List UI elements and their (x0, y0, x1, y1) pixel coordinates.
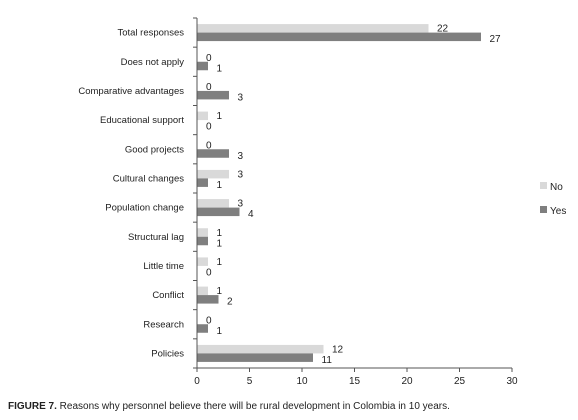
data-label-yes: 1 (217, 326, 223, 337)
data-label-no: 3 (238, 169, 244, 180)
data-label-no: 1 (217, 286, 223, 297)
x-tick-label: 30 (506, 376, 518, 387)
x-tick-label: 5 (247, 376, 253, 387)
legend-swatch-no (540, 182, 547, 189)
data-label-no: 0 (206, 315, 212, 326)
bar-yes (197, 295, 219, 304)
y-category-label: Research (143, 319, 184, 330)
legend-swatch-yes (540, 206, 547, 213)
data-label-no: 0 (206, 53, 212, 64)
x-tick-label: 20 (401, 376, 413, 387)
y-category-label: Conflict (152, 290, 184, 301)
data-label-yes: 3 (238, 92, 244, 103)
data-label-yes: 3 (238, 151, 244, 162)
y-category-label: Structural lag (128, 232, 184, 243)
bar-no (197, 344, 324, 354)
y-category-label: Population change (105, 203, 184, 214)
data-label-no: 22 (437, 24, 449, 35)
y-category-label: Does not apply (121, 57, 185, 68)
figure-caption-text: Reasons why personnel believe there will… (56, 401, 450, 412)
y-category-label: Total responses (117, 28, 184, 39)
data-label-no: 1 (217, 228, 223, 239)
bar-yes (197, 353, 313, 362)
x-tick-label: 25 (454, 376, 466, 387)
x-tick-label: 10 (296, 376, 308, 387)
bar-yes (197, 90, 229, 100)
figure-caption: FIGURE 7. Reasons why personnel believe … (8, 401, 450, 412)
y-category-label: Policies (151, 348, 184, 359)
data-label-yes: 0 (206, 267, 212, 278)
bar-no (197, 286, 208, 296)
figure-caption-label: FIGURE 7. (8, 401, 57, 412)
data-label-yes: 0 (206, 122, 212, 133)
data-label-no: 3 (238, 199, 244, 210)
x-tick-label: 15 (349, 376, 361, 387)
data-label-no: 0 (206, 82, 212, 93)
bar-yes (197, 61, 208, 71)
y-category-label: Educational support (100, 115, 184, 126)
data-label-no: 12 (332, 344, 344, 355)
data-label-no: 0 (206, 140, 212, 151)
bar-yes (197, 149, 229, 158)
bar-yes (197, 236, 208, 246)
bar-yes (197, 178, 208, 187)
data-label-yes: 1 (217, 180, 223, 191)
data-label-no: 1 (217, 111, 223, 122)
legend-label-yes: Yes (550, 206, 566, 217)
data-label-yes: 1 (217, 238, 223, 249)
y-category-label: Good projects (125, 144, 184, 155)
data-label-yes: 11 (322, 355, 333, 366)
bar-no (197, 257, 208, 266)
bar-no (197, 228, 208, 237)
data-label-no: 1 (217, 257, 223, 268)
bar-no (197, 111, 208, 121)
bar-yes (197, 32, 481, 42)
y-category-label: Comparative advantages (78, 86, 184, 97)
bar-yes (197, 207, 240, 217)
data-label-yes: 2 (227, 297, 233, 308)
bar-no (197, 24, 429, 33)
bar-yes (197, 324, 208, 333)
data-label-yes: 27 (490, 34, 502, 45)
data-label-yes: 4 (248, 209, 254, 220)
y-category-label: Little time (143, 261, 184, 272)
bar-no (197, 199, 229, 208)
x-tick-label: 0 (194, 376, 200, 387)
data-label-yes: 1 (217, 63, 223, 74)
legend-label-no: No (550, 182, 563, 193)
y-category-label: Cultural changes (113, 173, 185, 184)
bar-no (197, 169, 229, 179)
